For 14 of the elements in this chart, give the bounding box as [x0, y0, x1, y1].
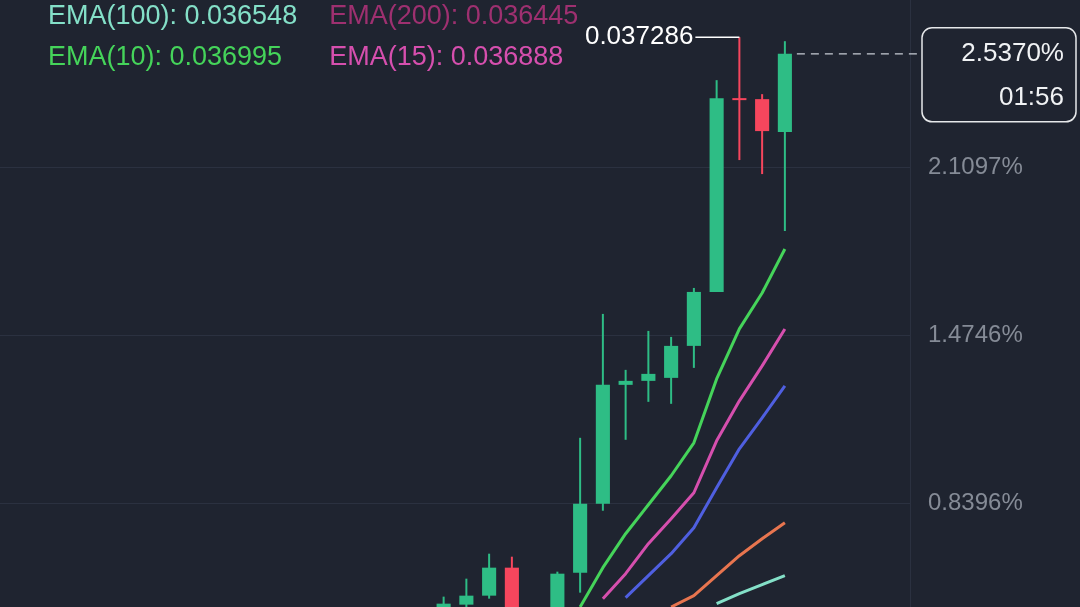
candlestick [732, 36, 747, 162]
ref-line-label: 2.5370% [961, 36, 1064, 67]
candlestick [459, 577, 474, 607]
candlestick [618, 368, 633, 441]
candlestick [641, 329, 656, 403]
y-tick-label: 0.8396% [928, 488, 1023, 516]
text: EMA(15): 0.036888 [329, 41, 565, 72]
y-tick-label: 2.1097% [928, 151, 1023, 179]
text: EMA(100): 0.036548 [48, 0, 298, 31]
legend-label: EMA(200): 0.036445 [329, 0, 579, 31]
annotation: 0.037286 [584, 20, 694, 51]
y-tick-label: 1.4746% [928, 320, 1023, 348]
text: 01:56 [998, 80, 1064, 111]
text: EMA(10): 0.036995 [48, 41, 284, 72]
